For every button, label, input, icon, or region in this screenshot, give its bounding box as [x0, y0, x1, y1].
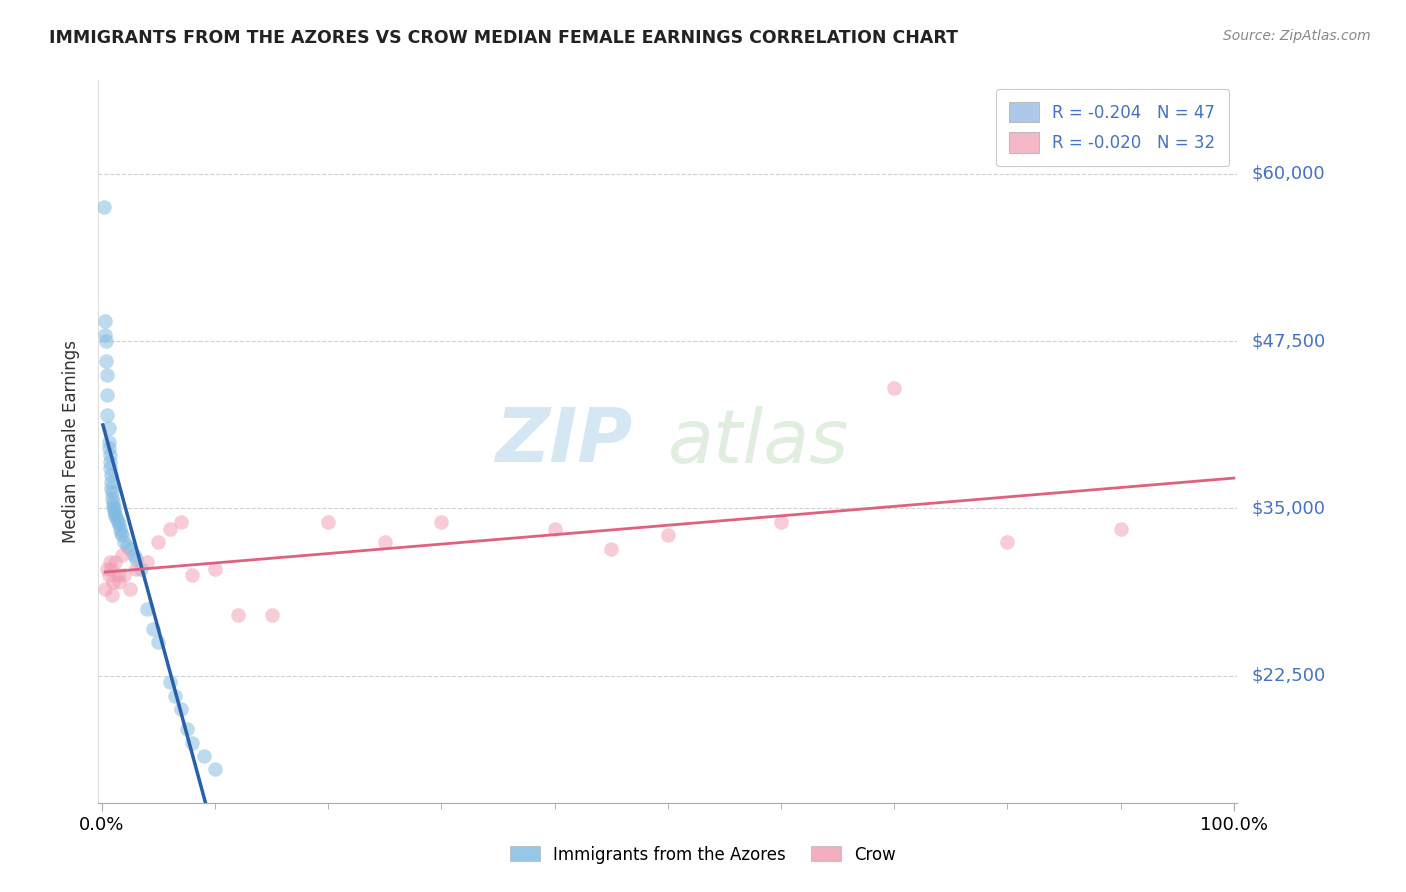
Point	[114, 535, 136, 549]
Point	[101, 575, 124, 590]
Point	[96, 354, 118, 368]
Point	[103, 501, 125, 516]
Point	[110, 525, 132, 540]
Point	[98, 555, 121, 569]
Point	[148, 635, 170, 649]
Point	[101, 491, 124, 505]
Legend: Immigrants from the Azores, Crow: Immigrants from the Azores, Crow	[503, 839, 903, 871]
Point	[96, 562, 118, 576]
Point	[93, 201, 115, 215]
Point	[108, 521, 131, 535]
Point	[96, 368, 118, 382]
Point	[181, 735, 204, 749]
Point	[98, 455, 121, 469]
Text: $22,500: $22,500	[1251, 666, 1326, 685]
Point	[97, 441, 120, 455]
Point	[104, 509, 127, 524]
Point	[657, 528, 679, 542]
Point	[107, 575, 129, 590]
Point	[94, 327, 117, 342]
Point	[125, 552, 148, 566]
Text: IMMIGRANTS FROM THE AZORES VS CROW MEDIAN FEMALE EARNINGS CORRELATION CHART: IMMIGRANTS FROM THE AZORES VS CROW MEDIA…	[49, 29, 959, 46]
Point	[94, 582, 117, 596]
Y-axis label: Median Female Earnings: Median Female Earnings	[62, 340, 80, 543]
Point	[125, 562, 148, 576]
Text: ZIP: ZIP	[496, 405, 634, 478]
Point	[98, 461, 121, 475]
Point	[430, 515, 453, 529]
Point	[204, 762, 226, 776]
Text: Source: ZipAtlas.com: Source: ZipAtlas.com	[1223, 29, 1371, 43]
Point	[96, 387, 118, 401]
Text: atlas: atlas	[668, 406, 849, 477]
Point	[193, 749, 215, 764]
Point	[103, 504, 125, 518]
Point	[543, 521, 565, 535]
Point	[770, 515, 793, 529]
Point	[101, 499, 124, 513]
Point	[226, 608, 249, 623]
Text: $60,000: $60,000	[1251, 165, 1324, 183]
Point	[136, 602, 159, 616]
Point	[111, 548, 134, 563]
Point	[181, 568, 204, 582]
Point	[107, 568, 129, 582]
Point	[101, 589, 124, 603]
Point	[100, 475, 122, 489]
Point	[136, 555, 159, 569]
Point	[159, 675, 181, 690]
Point	[96, 408, 118, 422]
Point	[100, 467, 122, 482]
Point	[96, 334, 118, 348]
Point	[142, 622, 165, 636]
Point	[122, 548, 145, 563]
Point	[97, 421, 120, 435]
Text: $35,000: $35,000	[1251, 500, 1326, 517]
Point	[105, 512, 128, 526]
Point	[120, 582, 142, 596]
Point	[1109, 521, 1132, 535]
Point	[107, 517, 129, 532]
Point	[104, 555, 127, 569]
Point	[600, 541, 623, 556]
Point	[170, 515, 193, 529]
Point	[104, 507, 127, 521]
Point	[316, 515, 339, 529]
Legend: R = -0.204   N = 47, R = -0.020   N = 32: R = -0.204 N = 47, R = -0.020 N = 32	[995, 88, 1229, 166]
Point	[374, 535, 396, 549]
Point	[94, 314, 117, 328]
Point	[204, 562, 226, 576]
Point	[148, 535, 170, 549]
Point	[997, 535, 1019, 549]
Point	[159, 521, 181, 535]
Point	[100, 562, 122, 576]
Point	[107, 515, 129, 529]
Point	[97, 434, 120, 449]
Point	[98, 448, 121, 462]
Point	[115, 539, 138, 553]
Point	[120, 541, 142, 556]
Point	[883, 381, 905, 395]
Point	[97, 568, 120, 582]
Point	[101, 485, 124, 500]
Point	[100, 482, 122, 496]
Point	[170, 702, 193, 716]
Point	[176, 723, 198, 737]
Point	[131, 562, 153, 576]
Point	[260, 608, 283, 623]
Point	[101, 494, 124, 508]
Point	[114, 568, 136, 582]
Point	[165, 689, 187, 703]
Text: $47,500: $47,500	[1251, 332, 1326, 351]
Point	[111, 528, 134, 542]
